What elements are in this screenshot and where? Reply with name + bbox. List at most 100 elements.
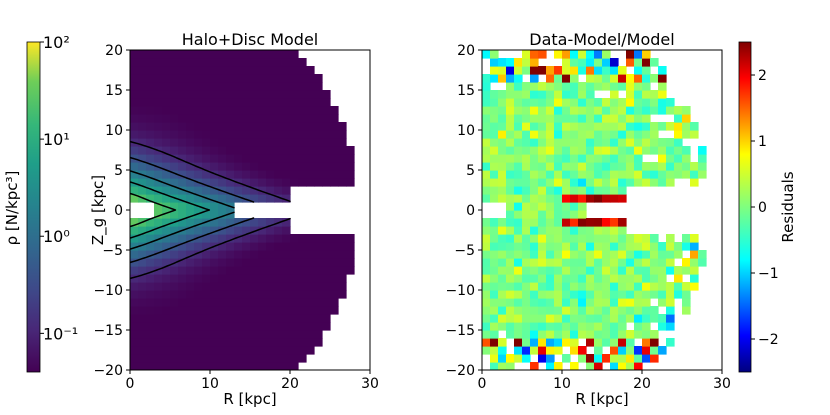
density-cell xyxy=(314,146,323,155)
density-cell xyxy=(234,74,243,83)
density-cell xyxy=(170,66,179,75)
density-cell xyxy=(154,98,163,107)
residual-cell xyxy=(666,258,675,267)
density-cell xyxy=(130,234,139,243)
residual-cell xyxy=(602,130,611,139)
residual-cell xyxy=(514,338,523,347)
density-cell xyxy=(226,346,235,355)
density-cell xyxy=(154,306,163,315)
residual-cell xyxy=(522,90,531,99)
density-cell xyxy=(330,282,339,291)
residual-cell xyxy=(578,258,587,267)
residual-cell xyxy=(682,122,691,131)
residual-cell xyxy=(514,114,523,123)
density-cell xyxy=(346,250,355,259)
residual-cell xyxy=(602,178,611,187)
density-cell xyxy=(210,194,219,203)
residual-cell xyxy=(578,66,587,75)
density-cell xyxy=(330,130,339,139)
residual-cell xyxy=(554,218,563,227)
residual-cell xyxy=(618,282,627,291)
residual-cell xyxy=(506,66,515,75)
density-cell xyxy=(138,154,147,163)
left-y-label: Z_g [kpc] xyxy=(89,175,108,245)
density-cell xyxy=(298,298,307,307)
density-cell xyxy=(130,282,139,291)
residual-cell xyxy=(570,162,579,171)
density-cell xyxy=(154,186,163,195)
residual-cell xyxy=(658,82,667,91)
density-cell xyxy=(258,122,267,131)
density-cell xyxy=(154,210,163,219)
density-cell xyxy=(138,242,147,251)
left-x-tick-label: 30 xyxy=(361,376,379,392)
density-cell xyxy=(186,58,195,67)
density-cell xyxy=(130,74,139,83)
density-cell xyxy=(130,66,139,75)
residual-cell xyxy=(650,306,659,315)
density-cell xyxy=(250,346,259,355)
residual-cell xyxy=(642,330,651,339)
density-cell xyxy=(202,354,211,363)
density-cell xyxy=(234,66,243,75)
density-cell xyxy=(298,266,307,275)
density-cell xyxy=(290,290,299,299)
residual-cell xyxy=(490,226,499,235)
residual-cell xyxy=(538,178,547,187)
residual-cell xyxy=(506,250,515,259)
density-cell xyxy=(338,242,347,251)
residual-cell xyxy=(498,186,507,195)
right-y-tick-label: 15 xyxy=(457,83,475,99)
density-cell xyxy=(266,290,275,299)
density-cell xyxy=(218,178,227,187)
residual-cell xyxy=(514,250,523,259)
residual-cell xyxy=(514,186,523,195)
residual-cell xyxy=(538,138,547,147)
density-cell xyxy=(338,250,347,259)
residual-cell xyxy=(538,274,547,283)
density-cell xyxy=(338,234,347,243)
left-colorbar-tick-label: 10⁻¹ xyxy=(43,324,78,343)
residual-cell xyxy=(594,66,603,75)
residual-cell xyxy=(506,322,515,331)
density-cell xyxy=(250,226,259,235)
residual-cell xyxy=(530,202,539,211)
residual-cell xyxy=(522,282,531,291)
density-cell xyxy=(346,154,355,163)
right-y-tick-label: 20 xyxy=(457,43,475,59)
residual-cell xyxy=(554,74,563,83)
density-cell xyxy=(250,178,259,187)
density-cell xyxy=(130,306,139,315)
density-cell xyxy=(130,330,139,339)
density-cell xyxy=(146,122,155,131)
residual-cell xyxy=(610,322,619,331)
density-cell xyxy=(250,58,259,67)
density-cell xyxy=(226,194,235,203)
density-cell xyxy=(178,130,187,139)
residual-cell xyxy=(570,130,579,139)
residual-cell xyxy=(586,362,595,370)
density-cell xyxy=(218,162,227,171)
density-cell xyxy=(202,90,211,99)
residual-cell xyxy=(554,178,563,187)
density-cell xyxy=(290,106,299,115)
residual-cell xyxy=(498,250,507,259)
residual-cell xyxy=(674,130,683,139)
residual-cell xyxy=(602,290,611,299)
density-cell xyxy=(138,346,147,355)
right-y-tick-label: 5 xyxy=(466,163,475,179)
residual-cell xyxy=(594,290,603,299)
left-y-tick-label: −20 xyxy=(93,363,123,379)
residual-cell xyxy=(610,298,619,307)
residual-cell xyxy=(546,234,555,243)
residual-cell xyxy=(538,186,547,195)
residual-cell xyxy=(482,82,491,91)
residual-cell xyxy=(634,242,643,251)
residual-cell xyxy=(594,346,603,355)
density-cell xyxy=(314,234,323,243)
density-cell xyxy=(202,178,211,187)
residual-cell xyxy=(578,298,587,307)
residual-cell xyxy=(522,306,531,315)
density-cell xyxy=(178,82,187,91)
